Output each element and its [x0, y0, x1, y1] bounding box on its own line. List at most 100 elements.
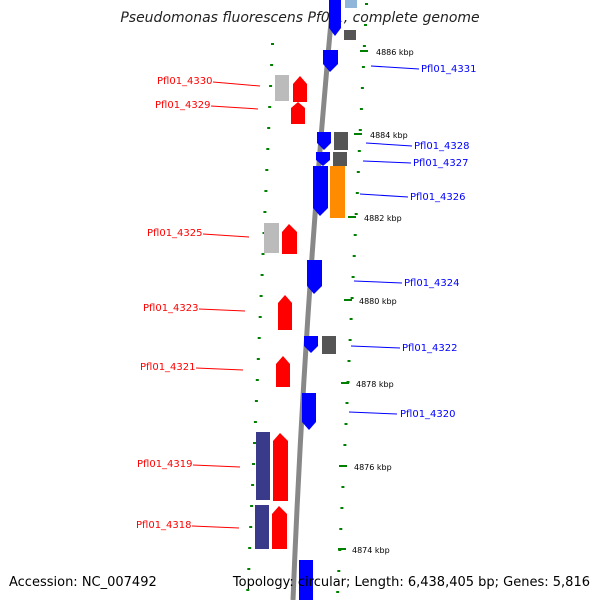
tick-dot [256, 358, 260, 360]
gene-pfl01-4321[interactable] [276, 356, 290, 387]
gene-pseudo[interactable] [345, 0, 357, 8]
reverse-strand-track [299, 0, 357, 600]
tick-dot [340, 507, 344, 509]
gene-pseudo[interactable] [344, 30, 356, 40]
ruler-label: 4878 kbp [356, 380, 394, 389]
topology-label: Topology: circular; Length: 6,438,405 bp… [232, 575, 590, 590]
gene-pfl01-4326[interactable] [313, 166, 328, 216]
label-pfl01-4323[interactable]: Pfl01_4323 [143, 303, 199, 314]
right-labels: Pfl01_4331 Pfl01_4328 Pfl01_4327 Pfl01_4… [348, 64, 477, 420]
tick-dot [360, 87, 364, 89]
tick-dot [361, 66, 365, 68]
tick-dot [350, 297, 354, 299]
label-connector [195, 367, 244, 371]
label-pfl01-4325[interactable]: Pfl01_4325 [147, 228, 203, 239]
cds-feature[interactable] [255, 505, 269, 549]
label-connector [191, 525, 240, 529]
tick-dot [344, 423, 348, 425]
tick-dot [347, 360, 351, 362]
label-pfl01-4327[interactable]: Pfl01_4327 [413, 158, 469, 169]
tick-dot [268, 106, 272, 108]
tick-dot [337, 570, 341, 572]
inner-tick-ring [246, 43, 274, 591]
tick-dot [267, 127, 271, 129]
tick-dot [266, 148, 270, 150]
tick-dot [271, 43, 274, 45]
label-pfl01-4331[interactable]: Pfl01_4331 [421, 64, 477, 75]
gene-pfl01-4330[interactable] [293, 76, 307, 102]
label-pfl01-4329[interactable]: Pfl01_4329 [155, 100, 211, 111]
tick-dot [358, 129, 362, 131]
left-labels: Pfl01_4330 Pfl01_4329 Pfl01_4325 Pfl01_4… [136, 76, 261, 531]
tick-dot [362, 45, 366, 47]
tick-dot [270, 64, 274, 66]
gene-pseudo[interactable] [275, 75, 289, 101]
gene-pfl01-4318[interactable] [272, 506, 287, 549]
gene-pseudo[interactable] [322, 336, 336, 354]
label-pfl01-4330[interactable]: Pfl01_4330 [157, 76, 213, 87]
tick-dot [354, 213, 358, 215]
gene-rna[interactable] [330, 166, 345, 218]
tick-dot [336, 591, 340, 593]
tick-dot [349, 318, 353, 320]
genome-backbone [290, 0, 336, 600]
gene-pseudo[interactable] [334, 132, 348, 150]
tick-dot [252, 463, 255, 465]
label-pfl01-4321[interactable]: Pfl01_4321 [140, 362, 196, 373]
label-connector [348, 411, 398, 415]
gene-pfl01-4331[interactable] [323, 50, 338, 72]
tick-dot [365, 3, 368, 5]
tick-dot [250, 505, 254, 507]
gene-pfl01-4328[interactable] [317, 132, 331, 150]
gene-pfl01-4327[interactable] [316, 152, 330, 166]
tick-dot [255, 379, 259, 381]
forward-strand-track [255, 75, 307, 549]
gene-reverse[interactable] [299, 560, 313, 600]
tick-dot [259, 295, 263, 297]
tick-dot [249, 526, 253, 528]
label-pfl01-4326[interactable]: Pfl01_4326 [410, 192, 466, 203]
tick-dot [253, 442, 256, 444]
tick-dot [257, 337, 261, 339]
tick-dot [264, 190, 268, 192]
tick-dot [359, 108, 363, 110]
cds-feature[interactable] [256, 432, 270, 500]
tick-dot [352, 255, 356, 257]
tick-dot [263, 211, 267, 213]
tick-dot [355, 192, 359, 194]
tick-dot [345, 402, 349, 404]
genome-title: Pseudomonas fluorescens Pf0-1, complete … [120, 10, 480, 26]
tick-dot [246, 589, 250, 591]
ruler-label: 4874 kbp [352, 546, 390, 555]
gene-pfl01-4324[interactable] [307, 260, 322, 294]
label-connector [210, 105, 259, 110]
ruler-label: 4882 kbp [364, 214, 402, 223]
gene-pfl01-4319[interactable] [273, 433, 288, 501]
tick-dot [353, 234, 357, 236]
label-pfl01-4318[interactable]: Pfl01_4318 [136, 520, 192, 531]
tick-dot [251, 484, 255, 486]
tick-dot [258, 316, 262, 318]
gene-pseudo[interactable] [333, 152, 347, 166]
label-pfl01-4328[interactable]: Pfl01_4328 [414, 141, 470, 152]
gene-pfl01-4320[interactable] [302, 393, 316, 430]
tick-dot [265, 169, 269, 171]
gene-pfl01-4329[interactable] [291, 102, 305, 124]
gene-reverse[interactable] [329, 0, 341, 36]
ruler-label: 4886 kbp [376, 48, 414, 57]
tick-dot [269, 85, 273, 87]
label-pfl01-4324[interactable]: Pfl01_4324 [404, 278, 460, 289]
gene-pfl01-4325[interactable] [282, 224, 297, 254]
label-connector [362, 160, 412, 164]
gene-pfl01-4323[interactable] [278, 295, 292, 330]
tick-dot [253, 421, 257, 423]
label-pfl01-4319[interactable]: Pfl01_4319 [137, 459, 193, 470]
label-pfl01-4320[interactable]: Pfl01_4320 [400, 409, 456, 420]
gene-pfl01-4322[interactable] [304, 336, 318, 353]
label-pfl01-4322[interactable]: Pfl01_4322 [402, 343, 458, 354]
label-connector [359, 193, 409, 198]
tick-dot [339, 528, 343, 530]
gene-pseudo[interactable] [264, 223, 279, 253]
label-connector [192, 464, 241, 468]
tick-dot [351, 276, 355, 278]
